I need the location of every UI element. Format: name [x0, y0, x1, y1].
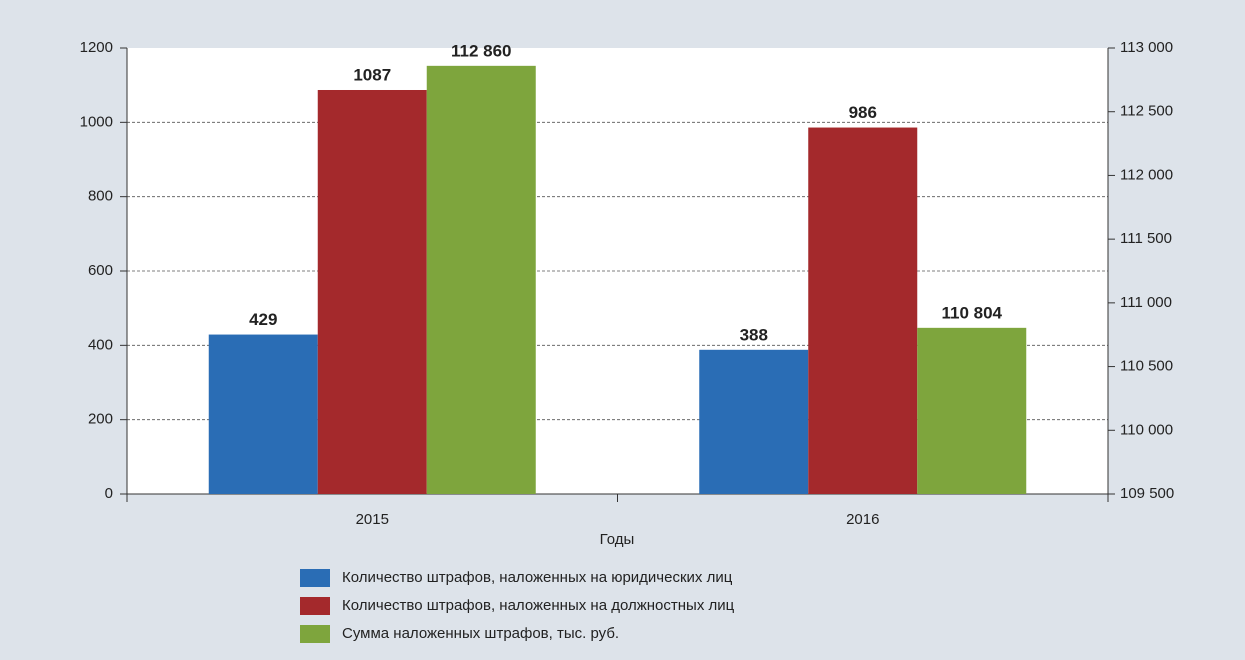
- value-label: 388: [740, 325, 768, 344]
- value-label: 1087: [353, 65, 391, 84]
- bar: [808, 127, 918, 494]
- y-tick-label: 200: [88, 411, 113, 428]
- y-tick-label: 1000: [80, 113, 113, 130]
- value-label: 110 804: [941, 303, 1002, 322]
- y2-tick-label: 110 000: [1120, 421, 1173, 438]
- y2-tick-label: 112 000: [1120, 166, 1173, 183]
- y-tick-label: 0: [105, 485, 113, 502]
- x-axis-label: Годы: [600, 531, 635, 548]
- x-tick-label: 2016: [846, 511, 879, 528]
- legend-swatch: [300, 597, 330, 615]
- y2-tick-label: 109 500: [1120, 485, 1174, 502]
- bar: [208, 334, 318, 494]
- y-tick-label: 1200: [80, 39, 113, 56]
- bar: [426, 65, 536, 494]
- bar: [917, 327, 1027, 494]
- value-label: 429: [249, 310, 277, 329]
- legend-label: Количество штрафов, наложенных на должно…: [342, 597, 735, 614]
- legend-swatch: [300, 569, 330, 587]
- legend-label: Сумма наложенных штрафов, тыс. руб.: [342, 625, 619, 642]
- y2-tick-label: 111 000: [1120, 294, 1172, 311]
- legend-label: Количество штрафов, наложенных на юридич…: [342, 569, 733, 586]
- y2-tick-label: 111 500: [1120, 230, 1172, 247]
- bar: [699, 349, 809, 494]
- y2-tick-label: 113 000: [1120, 39, 1173, 56]
- y2-tick-label: 112 500: [1120, 103, 1173, 120]
- x-tick-label: 2015: [356, 511, 389, 528]
- value-label: 986: [849, 103, 877, 122]
- y2-tick-label: 110 500: [1120, 358, 1173, 375]
- bar: [317, 89, 427, 494]
- y-tick-label: 800: [88, 188, 113, 205]
- y-tick-label: 600: [88, 262, 113, 279]
- y-tick-label: 400: [88, 336, 113, 353]
- legend-swatch: [300, 625, 330, 643]
- value-label: 112 860: [451, 41, 512, 60]
